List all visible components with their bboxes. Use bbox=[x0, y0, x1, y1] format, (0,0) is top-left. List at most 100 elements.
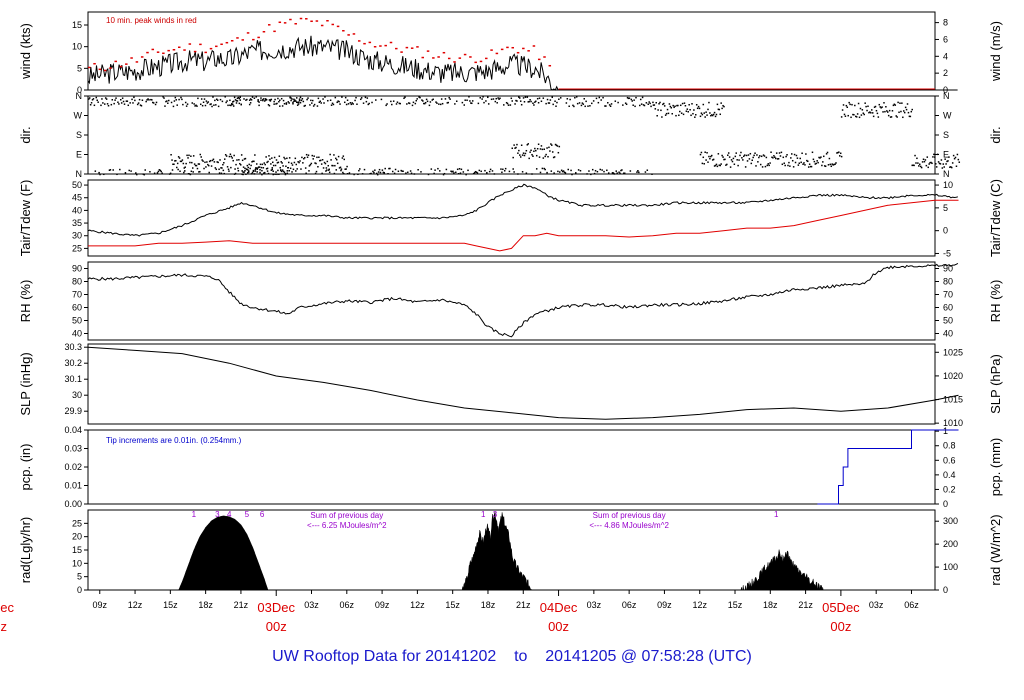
direction-dot bbox=[321, 172, 323, 175]
direction-dot bbox=[765, 156, 768, 159]
direction-dot bbox=[518, 96, 520, 98]
direction-dot bbox=[406, 103, 408, 105]
direction-dot bbox=[335, 157, 337, 160]
direction-dot bbox=[853, 113, 855, 116]
peak-wind-mark bbox=[379, 45, 382, 47]
direction-dot bbox=[586, 173, 588, 175]
direction-dot bbox=[725, 164, 727, 166]
direction-dot bbox=[273, 100, 275, 103]
direction-dot bbox=[129, 102, 131, 104]
direction-dot bbox=[900, 110, 902, 113]
direction-dot bbox=[278, 173, 280, 176]
direction-dot bbox=[540, 100, 543, 103]
direction-dot bbox=[928, 163, 930, 165]
direction-dot bbox=[183, 167, 186, 169]
direction-dot bbox=[247, 171, 250, 173]
direction-dot bbox=[307, 154, 310, 156]
direction-dot bbox=[865, 105, 867, 108]
direction-dot bbox=[686, 108, 689, 110]
direction-dot bbox=[538, 156, 541, 158]
direction-dot bbox=[191, 102, 194, 104]
tick-label-right-temp: 0 bbox=[943, 226, 948, 236]
direction-dot bbox=[718, 108, 721, 111]
peak-wind-mark bbox=[151, 48, 155, 51]
tick-label-right-temp: -5 bbox=[943, 248, 951, 258]
direction-dot bbox=[166, 100, 168, 102]
direction-dot bbox=[244, 170, 246, 172]
direction-dot bbox=[592, 100, 595, 102]
peak-wind-mark bbox=[320, 24, 324, 27]
direction-dot bbox=[936, 153, 939, 156]
direction-dot bbox=[472, 172, 475, 175]
direction-dot bbox=[186, 154, 188, 157]
direction-dot bbox=[719, 113, 721, 116]
direction-dot bbox=[133, 96, 135, 99]
direction-dot bbox=[819, 157, 821, 159]
direction-dot bbox=[278, 155, 281, 157]
direction-dot bbox=[543, 167, 545, 170]
panel-frame-slp bbox=[87, 343, 936, 425]
direction-dot bbox=[488, 170, 491, 173]
direction-dot bbox=[517, 152, 519, 154]
direction-dot bbox=[808, 163, 811, 165]
direction-dot bbox=[196, 105, 198, 107]
direction-dot bbox=[334, 164, 336, 167]
direction-dot bbox=[922, 158, 925, 161]
direction-dot bbox=[273, 103, 275, 105]
direction-dot bbox=[603, 170, 605, 173]
direction-dot bbox=[897, 101, 899, 104]
direction-dot bbox=[118, 103, 120, 105]
peak-wind-mark bbox=[405, 46, 409, 49]
tick-label-left-temp: 50 bbox=[72, 180, 82, 190]
tick-label-right-pcp: 0.8 bbox=[943, 441, 956, 451]
y-label-left-pcp: pcp. (in) bbox=[18, 444, 33, 491]
direction-dot bbox=[734, 155, 737, 158]
direction-dot bbox=[531, 173, 533, 175]
direction-dot bbox=[823, 165, 826, 167]
direction-dot bbox=[104, 97, 107, 99]
direction-dot bbox=[563, 171, 566, 174]
direction-dot bbox=[338, 167, 341, 169]
tick-label-left-slp: 30.2 bbox=[64, 358, 82, 368]
direction-dot bbox=[450, 170, 452, 173]
direction-dot bbox=[270, 98, 273, 101]
direction-dot bbox=[599, 168, 601, 171]
direction-dot bbox=[236, 159, 238, 161]
direction-dot bbox=[724, 158, 726, 161]
direction-dot bbox=[532, 102, 534, 105]
direction-dot bbox=[511, 147, 513, 150]
direction-dot bbox=[346, 172, 349, 175]
direction-dot bbox=[764, 165, 767, 168]
tick-label-left-temp: 45 bbox=[72, 193, 82, 203]
series-wind-wind-speed bbox=[87, 35, 958, 91]
direction-dot bbox=[418, 96, 420, 98]
direction-dot bbox=[293, 98, 295, 101]
direction-dot bbox=[262, 167, 265, 169]
direction-dot bbox=[267, 160, 269, 163]
note-pcp: Tip increments are 0.01in. (0.254mm.) bbox=[106, 436, 242, 445]
direction-dot bbox=[945, 163, 947, 165]
direction-dot bbox=[126, 100, 129, 102]
direction-dot bbox=[266, 167, 269, 170]
direction-dot bbox=[715, 113, 718, 116]
direction-dot bbox=[812, 158, 815, 161]
direction-dot bbox=[551, 144, 553, 146]
direction-dot bbox=[223, 172, 226, 175]
direction-dot bbox=[286, 170, 289, 172]
direction-dot bbox=[160, 170, 162, 173]
direction-dot bbox=[931, 162, 933, 165]
direction-dot bbox=[470, 102, 472, 104]
direction-dot bbox=[122, 100, 125, 103]
direction-dot bbox=[218, 172, 221, 174]
tick-label-left-temp: 25 bbox=[72, 243, 82, 253]
direction-dot bbox=[759, 155, 761, 157]
direction-dot bbox=[523, 101, 526, 103]
direction-dot bbox=[204, 161, 206, 164]
direction-dot bbox=[295, 170, 297, 172]
direction-dot bbox=[323, 102, 325, 104]
direction-dot bbox=[181, 98, 183, 101]
series-dir-direction-clusters- bbox=[88, 96, 961, 176]
direction-dot bbox=[431, 99, 434, 101]
direction-dot bbox=[591, 102, 593, 105]
direction-dot bbox=[125, 100, 128, 102]
